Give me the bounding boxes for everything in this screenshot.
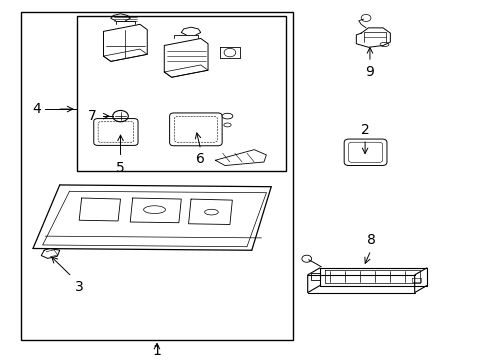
- Text: 8: 8: [366, 233, 376, 247]
- Circle shape: [113, 111, 128, 122]
- Text: 1: 1: [152, 344, 161, 358]
- Circle shape: [224, 48, 235, 57]
- Ellipse shape: [222, 113, 232, 119]
- Text: 9: 9: [365, 65, 374, 79]
- Text: 4: 4: [32, 102, 41, 116]
- Text: 5: 5: [116, 161, 124, 175]
- Text: 3: 3: [75, 280, 84, 293]
- Bar: [21, 12, 292, 340]
- Circle shape: [361, 14, 370, 22]
- Bar: [77, 15, 285, 171]
- Ellipse shape: [379, 42, 388, 46]
- Ellipse shape: [224, 123, 231, 127]
- Circle shape: [301, 255, 311, 262]
- Text: 6: 6: [196, 152, 205, 166]
- Text: 7: 7: [87, 109, 96, 123]
- Text: 2: 2: [360, 123, 369, 136]
